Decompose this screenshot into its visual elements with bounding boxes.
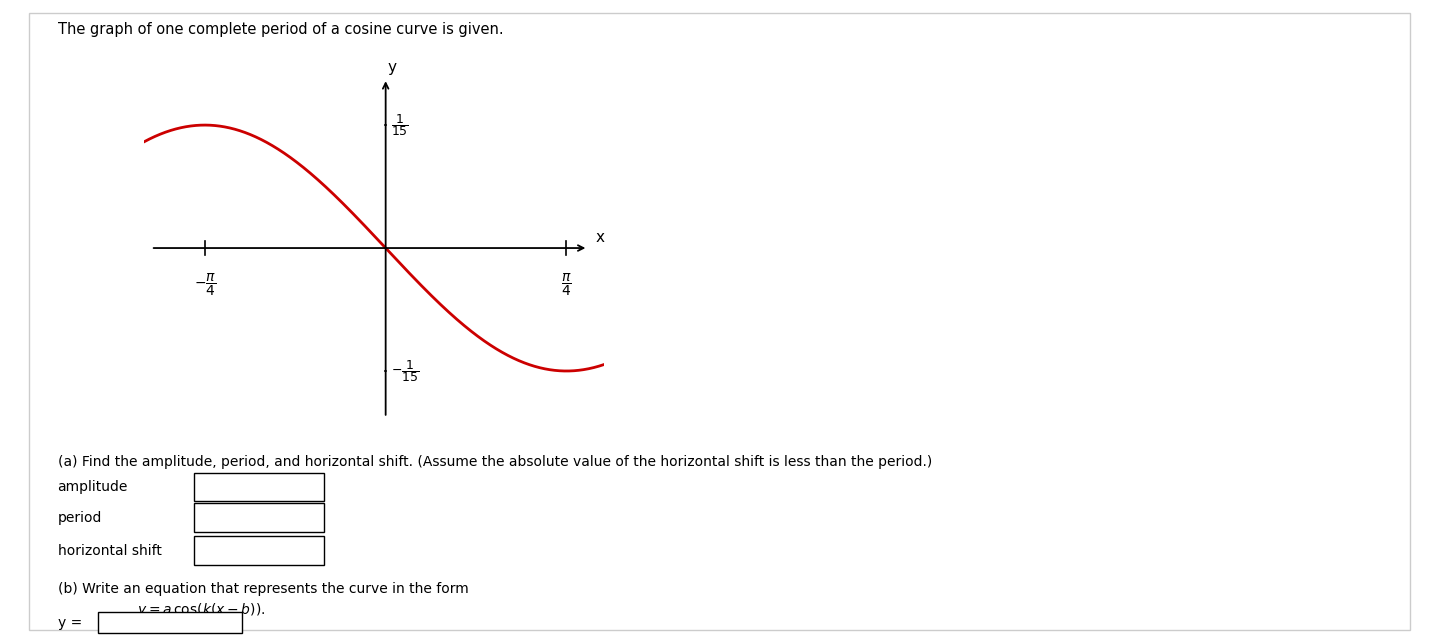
- Text: $-\dfrac{\pi}{4}$: $-\dfrac{\pi}{4}$: [194, 272, 216, 298]
- Text: y: y: [387, 60, 397, 74]
- Text: $y = a\,\cos(k(x - b)).$: $y = a\,\cos(k(x - b)).$: [137, 601, 265, 619]
- Text: horizontal shift: horizontal shift: [58, 544, 161, 558]
- Text: period: period: [58, 511, 102, 525]
- Text: (b) Write an equation that represents the curve in the form: (b) Write an equation that represents th…: [58, 582, 468, 596]
- Text: $\dfrac{\pi}{4}$: $\dfrac{\pi}{4}$: [561, 272, 571, 298]
- Text: The graph of one complete period of a cosine curve is given.: The graph of one complete period of a co…: [58, 22, 504, 38]
- Text: $-\dfrac{1}{15}$: $-\dfrac{1}{15}$: [391, 358, 420, 384]
- Text: amplitude: amplitude: [58, 480, 128, 494]
- Text: $\dfrac{1}{15}$: $\dfrac{1}{15}$: [391, 112, 409, 138]
- Text: y =: y =: [58, 616, 82, 630]
- Text: (a) Find the amplitude, period, and horizontal shift. (Assume the absolute value: (a) Find the amplitude, period, and hori…: [58, 455, 932, 469]
- Text: x: x: [596, 230, 604, 245]
